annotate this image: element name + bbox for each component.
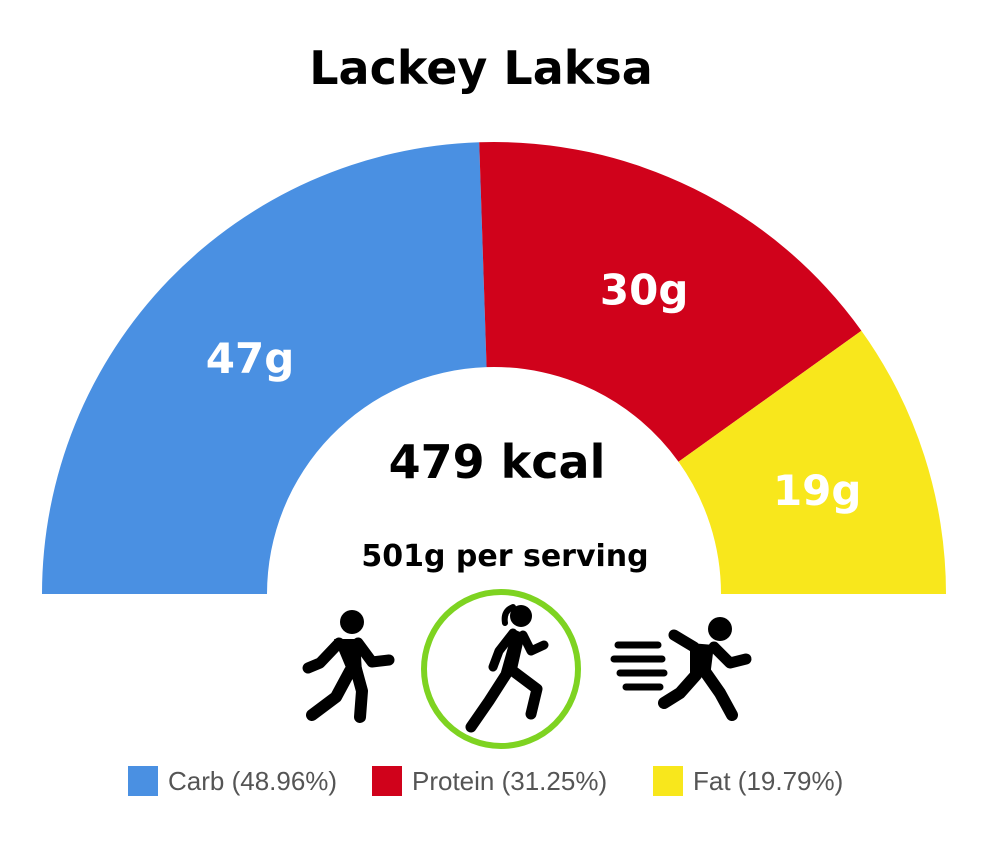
serving-size: 501g per serving	[361, 539, 648, 574]
legend-label-carb: Carb (48.96%)	[168, 766, 337, 796]
slice-fat	[678, 330, 946, 594]
slice-protein	[479, 142, 862, 462]
chart-title: Lackey Laksa	[309, 41, 653, 95]
jogging-icon	[421, 589, 581, 749]
legend-swatch-protein	[372, 766, 402, 796]
highlight-ring	[421, 589, 581, 749]
gauge-slice-labels: 47g 30g 19g	[206, 266, 862, 516]
legend-swatch-fat	[653, 766, 683, 796]
slice-label-carb: 47g	[206, 334, 295, 383]
legend-label-protein: Protein (31.25%)	[412, 766, 607, 796]
slice-label-protein: 30g	[600, 266, 689, 315]
legend-label-fat: Fat (19.79%)	[693, 766, 843, 796]
slice-label-fat: 19g	[773, 466, 862, 515]
legend-swatch-carb	[128, 766, 158, 796]
calories-value: 479 kcal	[389, 435, 606, 489]
sprinting-icon	[610, 617, 752, 721]
slice-carb	[42, 142, 487, 594]
gauge-slices	[42, 142, 946, 594]
walking-icon	[302, 610, 395, 723]
chart-legend: Carb (48.96%) Protein (31.25%) Fat (19.79%…	[128, 766, 843, 796]
